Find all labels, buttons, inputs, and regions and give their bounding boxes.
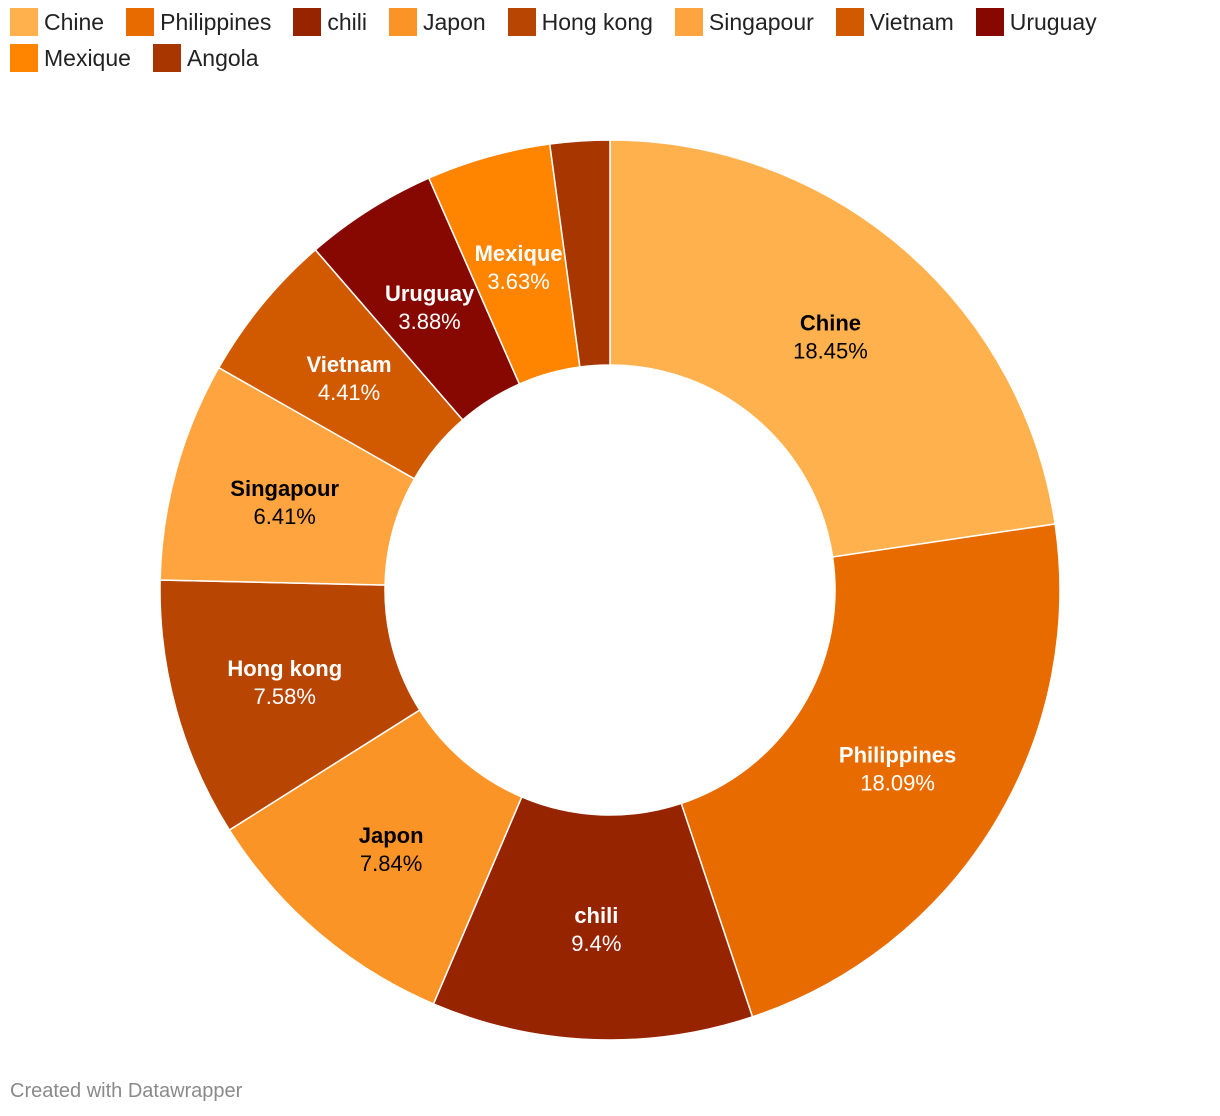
donut-slice [432,795,754,1041]
legend-swatch [293,8,322,36]
legend-item: Philippines [126,8,271,36]
slice-label-name: Chine [800,310,861,335]
legend-swatch [10,8,38,36]
footer-credit: Created with Datawrapper [10,1080,243,1102]
donut-slice [228,708,523,1005]
legend-item: Singapour [674,8,814,36]
legend-swatch [835,8,864,36]
legend-swatch [674,8,703,36]
slice-label-value: 7.58% [254,684,316,709]
slice-label-value: 18.09% [860,771,935,796]
legend-swatch [975,8,1004,36]
slice-label-value: 4.41% [318,380,380,405]
slice-label-value: 18.45% [793,338,868,363]
legend-swatch [507,8,536,36]
legend-label: Angola [186,44,259,71]
legend-label: Hong kong [541,8,653,35]
donut-slice [609,139,1056,558]
legend-label: Philippines [160,8,272,35]
legend-item: Hong kong [507,8,653,36]
slice-label-name: Vietnam [306,352,391,377]
legend-label: Uruguay [1009,8,1097,35]
legend-item: Japon [388,8,486,36]
legend-item: Uruguay [975,8,1097,36]
slice-label-name: Mexique [475,241,563,266]
slice-label-name: Uruguay [385,281,475,306]
slice-label-name: chili [574,903,618,928]
donut-slice [680,523,1061,1018]
legend-item: Chine [10,8,104,36]
legend-item: Angola [152,44,259,72]
legend-item: chili [293,8,367,36]
slice-label-value: 7.84% [360,851,422,876]
legend-swatch [10,44,38,72]
chart-legend: Chine Philippines chili Japon Hong kong Singa… [10,8,1190,72]
legend-label: Vietnam [869,8,954,35]
legend-swatch [126,8,155,36]
slice-label-name: Hong kong [227,656,342,681]
donut-slice [548,139,611,368]
legend-label: Japon [422,8,486,35]
slice-label-name: Philippines [839,743,956,768]
slice-label-value: 9.4% [571,931,621,956]
slice-label-value: 6.41% [253,504,315,529]
legend-label: Mexique [44,44,131,71]
slice-label-value: 3.63% [487,269,549,294]
slice-label-name: Japon [359,823,424,848]
legend-label: Singapour [708,8,814,35]
legend-swatch [152,44,181,72]
slice-label-name: Singapour [230,476,339,501]
legend-swatch [388,8,417,36]
legend-label: Chine [44,8,105,35]
legend-item: Mexique [10,44,131,72]
legend-item: Vietnam [835,8,954,36]
legend-label: chili [327,8,367,35]
slice-label-value: 3.88% [398,309,460,334]
